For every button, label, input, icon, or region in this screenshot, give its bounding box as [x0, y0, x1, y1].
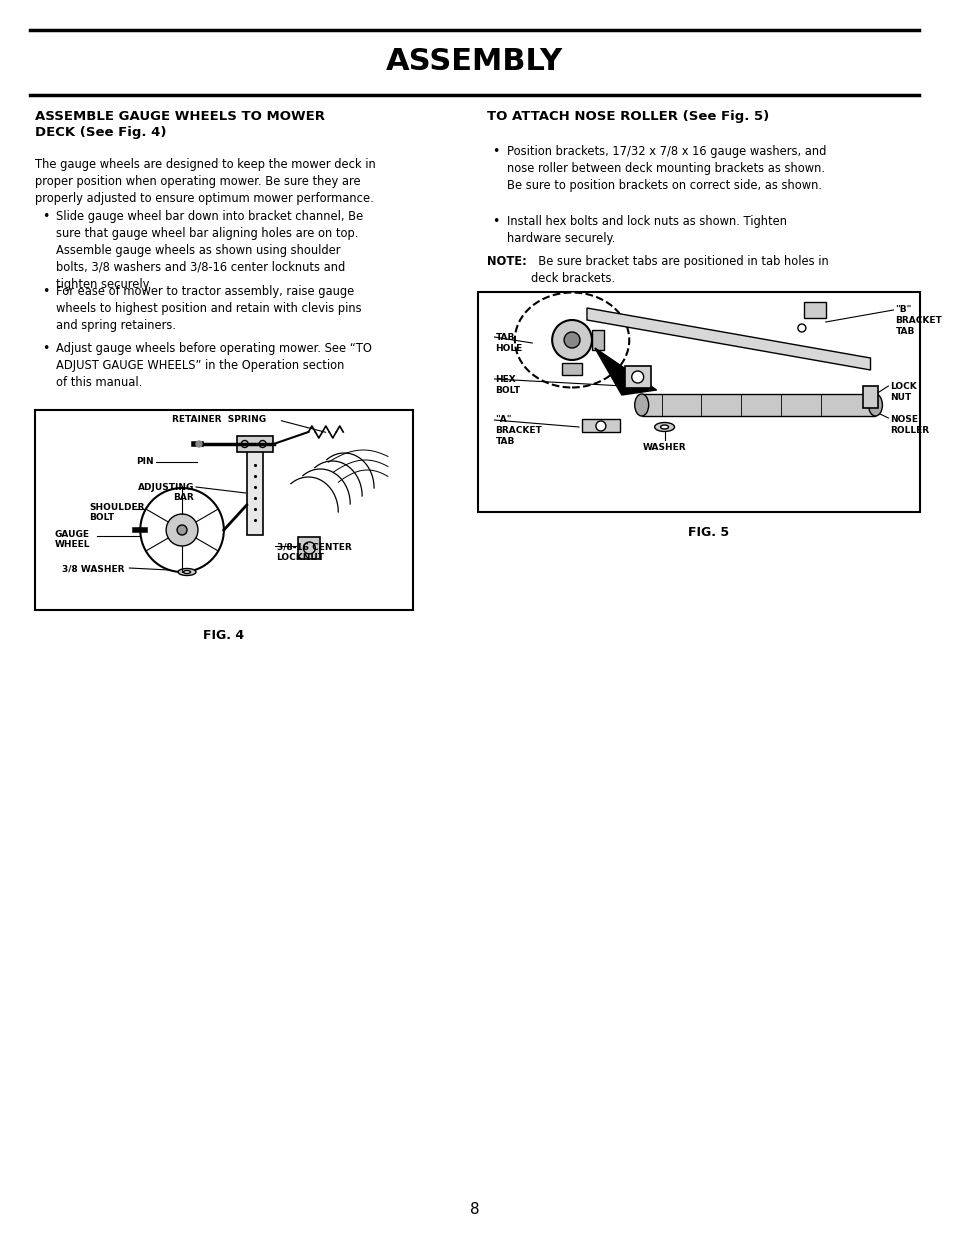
Text: NOTE:: NOTE:: [487, 254, 527, 268]
Circle shape: [166, 514, 198, 546]
Text: RETAINER  SPRING: RETAINER SPRING: [172, 415, 266, 424]
Text: NOSE
ROLLER: NOSE ROLLER: [889, 415, 928, 435]
Ellipse shape: [659, 425, 668, 429]
Bar: [862, 387, 878, 408]
Text: 3/8-16 CENTER
LOCKNUT: 3/8-16 CENTER LOCKNUT: [276, 543, 351, 562]
Text: SHOULDER
BOLT: SHOULDER BOLT: [90, 503, 145, 522]
Circle shape: [177, 525, 187, 535]
Text: Be sure bracket tabs are positioned in tab holes in
deck brackets.: Be sure bracket tabs are positioned in t…: [531, 254, 828, 285]
Text: TO ATTACH NOSE ROLLER (See Fig. 5): TO ATTACH NOSE ROLLER (See Fig. 5): [487, 110, 769, 124]
Text: Position brackets, 17/32 x 7/8 x 16 gauge washers, and
nose roller between deck : Position brackets, 17/32 x 7/8 x 16 gaug…: [507, 144, 826, 191]
Circle shape: [563, 332, 579, 348]
Bar: [561, 363, 581, 375]
Ellipse shape: [178, 568, 195, 576]
Text: TAB
HOLE: TAB HOLE: [495, 333, 522, 353]
Bar: [803, 303, 825, 317]
Text: WASHER: WASHER: [642, 443, 685, 452]
Ellipse shape: [634, 394, 648, 416]
Circle shape: [552, 320, 591, 359]
Text: The gauge wheels are designed to keep the mower deck in
proper position when ope: The gauge wheels are designed to keep th…: [34, 158, 375, 205]
Bar: [581, 419, 619, 432]
Text: FIG. 5: FIG. 5: [687, 526, 728, 538]
Text: ADJUSTING
BAR: ADJUSTING BAR: [137, 483, 193, 503]
Polygon shape: [595, 348, 656, 395]
Text: ASSEMBLE GAUGE WHEELS TO MOWER
DECK (See Fig. 4): ASSEMBLE GAUGE WHEELS TO MOWER DECK (See…: [34, 110, 324, 140]
Text: Install hex bolts and lock nuts as shown. Tighten
hardware securely.: Install hex bolts and lock nuts as shown…: [507, 215, 786, 245]
Ellipse shape: [515, 293, 629, 388]
Text: •: •: [42, 285, 50, 298]
Bar: [477, 291, 920, 513]
Text: Slide gauge wheel bar down into bracket channel, Be
sure that gauge wheel bar al: Slide gauge wheel bar down into bracket …: [55, 210, 362, 291]
Text: •: •: [492, 144, 499, 158]
Text: "B"
BRACKET
TAB: "B" BRACKET TAB: [895, 305, 942, 336]
Text: Adjust gauge wheels before operating mower. See “TO
ADJUST GAUGE WHEELS” in the : Adjust gauge wheels before operating mow…: [55, 342, 372, 389]
Text: HEX
BOLT: HEX BOLT: [495, 375, 520, 395]
Text: GAUGE
WHEEL: GAUGE WHEEL: [54, 530, 91, 550]
Ellipse shape: [183, 571, 191, 573]
Bar: [247, 450, 262, 535]
Text: FIG. 4: FIG. 4: [203, 629, 244, 642]
Circle shape: [195, 441, 202, 447]
Text: •: •: [42, 210, 50, 224]
Text: For ease of mower to tractor assembly, raise gauge
wheels to highest position an: For ease of mower to tractor assembly, r…: [55, 285, 361, 332]
Polygon shape: [586, 308, 869, 370]
Circle shape: [631, 370, 643, 383]
Bar: [624, 366, 650, 388]
Text: "A"
BRACKET
TAB: "A" BRACKET TAB: [495, 415, 541, 446]
Text: PIN: PIN: [136, 457, 154, 467]
Bar: [34, 410, 413, 610]
Text: LOCK
NUT: LOCK NUT: [889, 382, 916, 403]
Text: •: •: [492, 215, 499, 228]
Bar: [591, 330, 603, 350]
Text: 8: 8: [469, 1203, 478, 1218]
Text: ASSEMBLY: ASSEMBLY: [386, 47, 562, 77]
Circle shape: [797, 324, 805, 332]
Bar: [641, 394, 875, 416]
Circle shape: [596, 421, 605, 431]
Text: 3/8 WASHER: 3/8 WASHER: [62, 564, 124, 574]
Text: •: •: [42, 342, 50, 354]
Ellipse shape: [867, 394, 882, 416]
Bar: [298, 537, 320, 559]
Circle shape: [140, 488, 224, 572]
Ellipse shape: [654, 422, 674, 431]
Bar: [236, 436, 273, 452]
